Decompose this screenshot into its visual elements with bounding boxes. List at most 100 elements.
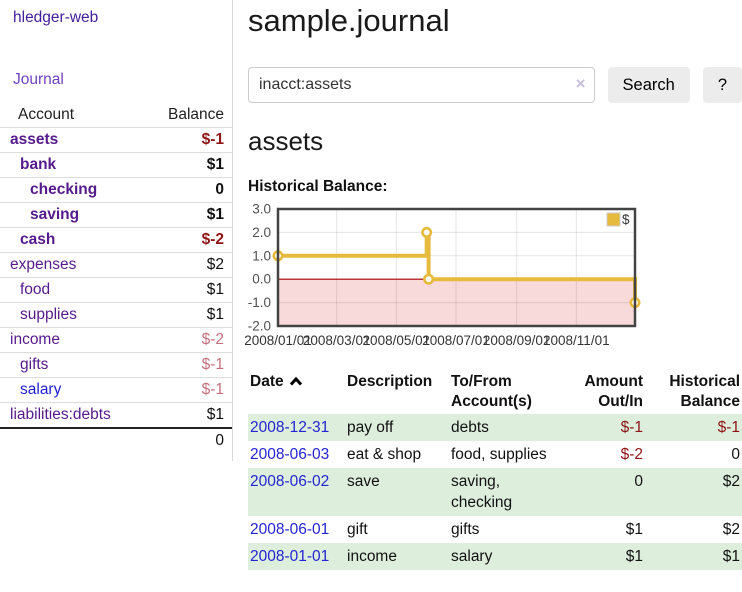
account-row: saving $1	[0, 202, 232, 228]
svg-text:2008/11/01: 2008/11/01	[543, 333, 610, 348]
register-amount-cell: 0	[634, 473, 643, 490]
register-accounts-cell: food, supplies	[451, 446, 547, 463]
account-balance-value: $-1	[147, 127, 232, 153]
clear-search-icon[interactable]: ×	[575, 74, 586, 93]
sidebar-account-link[interactable]: income	[10, 331, 60, 348]
register-description-cell: pay off	[347, 419, 394, 436]
account-balance-value: $1	[147, 152, 232, 178]
page-title: sample.journal	[248, 3, 450, 38]
register-balance-cell: $2	[722, 473, 740, 490]
register-header-balance: Historical Balance	[669, 373, 740, 410]
register-description-cell: save	[347, 473, 380, 490]
account-balance-value: $-1	[147, 377, 232, 403]
register-amount-cell: $-2	[620, 446, 643, 463]
transaction-date-link[interactable]: 2008-06-01	[250, 521, 330, 538]
accounts-header-balance: Balance	[147, 104, 232, 128]
account-balance-value: $-2	[147, 327, 232, 353]
register-balance-cell: 0	[731, 446, 740, 463]
register-header-date-label: Date	[250, 373, 284, 390]
sort-ascending-icon	[289, 376, 302, 386]
register-accounts-cell: gifts	[451, 521, 480, 538]
sidebar-account-link[interactable]: gifts	[20, 356, 49, 373]
transaction-date-link[interactable]: 2008-01-01	[250, 548, 330, 565]
account-row: food $1	[0, 277, 232, 303]
app-brand-link[interactable]: hledger-web	[13, 9, 99, 26]
register-row: 2008-06-01 gift gifts $1 $2	[248, 516, 742, 543]
account-row: expenses $2	[0, 252, 232, 278]
register-balance-cell: $1	[722, 548, 740, 565]
register-row: 2008-01-01 income salary $1 $1	[248, 543, 742, 570]
account-balance-value: $2	[147, 252, 232, 278]
search-input[interactable]	[248, 67, 595, 103]
register-accounts-cell: salary	[451, 548, 493, 565]
svg-text:2008/05/01: 2008/05/01	[363, 333, 431, 348]
register-date-cell: 2008-01-01	[248, 543, 345, 570]
svg-text:3.0: 3.0	[252, 202, 271, 217]
register-header-amount: Amount Out/In	[584, 373, 643, 410]
account-balance-value: $1	[147, 302, 232, 328]
svg-text:2008/01/01: 2008/01/01	[244, 333, 312, 348]
account-balance-value: 0	[147, 177, 232, 203]
register-date-cell: 2008-06-03	[248, 441, 345, 468]
svg-text:-1.0: -1.0	[248, 295, 271, 310]
sidebar-account-link[interactable]: expenses	[10, 256, 77, 273]
register-row: 2008-06-03 eat & shop food, supplies $-2 0	[248, 441, 742, 468]
account-row: assets $-1	[0, 127, 232, 153]
svg-text:0.0: 0.0	[252, 272, 271, 287]
account-heading: assets	[248, 126, 324, 156]
sidebar-account-link[interactable]: bank	[20, 156, 57, 173]
search-button[interactable]: Search	[607, 67, 690, 103]
svg-text:2008/03/01: 2008/03/01	[303, 333, 371, 348]
register-balance-cell: $2	[722, 521, 740, 538]
sidebar-account-link[interactable]: cash	[20, 231, 56, 248]
account-row: income $-2	[0, 327, 232, 353]
register-accounts-cell: saving, checking	[451, 473, 513, 511]
register-balance-cell: $-1	[717, 419, 740, 436]
svg-text:2.0: 2.0	[252, 225, 271, 240]
transaction-date-link[interactable]: 2008-06-02	[250, 473, 330, 490]
register-date-cell: 2008-06-02	[248, 468, 345, 516]
register-date-cell: 2008-06-01	[248, 516, 345, 543]
sidebar: hledger-web Journal Account Balance asse…	[0, 0, 233, 461]
transaction-date-link[interactable]: 2008-12-31	[250, 419, 330, 436]
register-row: 2008-12-31 pay off debts $-1 $-1	[248, 414, 742, 441]
sidebar-account-link[interactable]: saving	[30, 206, 80, 223]
sidebar-account-link[interactable]: assets	[10, 131, 59, 148]
svg-text:1.0: 1.0	[252, 248, 271, 263]
register-date-cell: 2008-12-31	[248, 414, 345, 441]
svg-text:-2.0: -2.0	[248, 319, 271, 334]
account-row: supplies $1	[0, 302, 232, 328]
accounts-header-account: Account	[0, 104, 148, 128]
transaction-date-link[interactable]: 2008-06-03	[250, 446, 330, 463]
register-description-cell: eat & shop	[347, 446, 422, 463]
register-amount-cell: $1	[625, 521, 643, 538]
sidebar-account-link[interactable]: liabilities:debts	[10, 406, 111, 423]
register-amount-cell: $-1	[620, 419, 643, 436]
sidebar-account-link[interactable]: checking	[30, 181, 98, 198]
accounts-total-row: 0	[0, 428, 232, 453]
historical-balance-chart[interactable]: $3.0 2.0 1.0 0.0 -1.0 -2.02008/01/012008/03/0…	[244, 202, 708, 349]
search-form: × Search ?	[248, 67, 742, 103]
sidebar-account-link[interactable]: salary	[20, 381, 62, 398]
register-table-body: 2008-12-31 pay off debts $-1 $-1 2008-06-03 ea…	[248, 414, 742, 570]
help-button[interactable]: ?	[702, 67, 742, 103]
sidebar-account-link[interactable]: food	[20, 281, 51, 298]
register-row: 2008-06-02 save saving, checking 0 $2	[248, 468, 742, 516]
register-header-description: Description	[347, 373, 433, 390]
account-balance-value: $1	[147, 277, 232, 303]
account-row: salary $-1	[0, 377, 232, 403]
account-row: gifts $-1	[0, 352, 232, 378]
sidebar-item-journal[interactable]: Journal	[13, 71, 64, 88]
register-accounts-cell: debts	[451, 419, 489, 436]
register-description-cell: income	[347, 548, 397, 565]
accounts-table: Account Balance assets $-1 bank $1 checking 0…	[0, 104, 232, 453]
account-balance-value: $-1	[147, 352, 232, 378]
main-content: sample.journal × Search ? assets Histori…	[233, 0, 742, 592]
account-balance-value: $1	[147, 202, 232, 228]
register-header-date[interactable]: Date	[248, 370, 345, 414]
accounts-table-body: assets $-1 bank $1 checking 0 saving $1 cash $-2 e…	[0, 127, 232, 429]
search-box: ×	[248, 67, 595, 103]
sidebar-account-link[interactable]: supplies	[20, 306, 77, 323]
accounts-total-value: 0	[215, 432, 224, 449]
